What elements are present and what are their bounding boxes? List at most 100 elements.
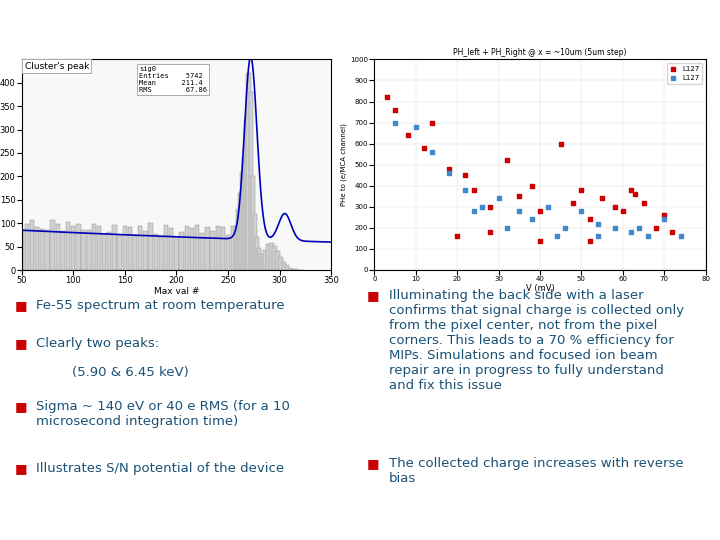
L127 xyxy=(468,207,480,215)
Text: 27: 27 xyxy=(675,516,698,534)
Bar xyxy=(200,233,204,270)
L127 xyxy=(526,181,537,190)
Bar xyxy=(257,247,261,270)
Bar xyxy=(112,225,117,270)
Text: ■: ■ xyxy=(14,462,27,475)
L127 xyxy=(593,219,604,228)
Bar xyxy=(220,227,225,270)
Bar xyxy=(215,226,220,270)
Bar xyxy=(189,228,194,270)
Bar xyxy=(153,234,158,270)
L127 xyxy=(390,118,401,127)
Bar xyxy=(96,226,102,270)
Bar xyxy=(253,214,257,270)
Text: Cluster's peak: Cluster's peak xyxy=(24,62,89,71)
L127 xyxy=(534,236,546,245)
L127 xyxy=(584,215,595,224)
Text: ■: ■ xyxy=(367,289,379,302)
Bar xyxy=(138,226,143,270)
Bar xyxy=(240,172,245,270)
L127 xyxy=(444,165,455,173)
L127 xyxy=(659,211,670,220)
L127 xyxy=(593,232,604,241)
Bar xyxy=(236,209,240,270)
L127 xyxy=(625,228,637,237)
Text: Sigma ~ 140 eV or 40 e RMS (for a 10
microsecond integration time): Sigma ~ 140 eV or 40 e RMS (for a 10 mic… xyxy=(36,400,290,428)
Bar xyxy=(263,251,267,270)
Bar xyxy=(122,226,127,270)
Bar xyxy=(231,226,235,270)
Bar xyxy=(71,226,76,270)
Bar xyxy=(143,231,148,270)
Bar xyxy=(210,231,215,270)
Text: (5.90 & 6.45 keV): (5.90 & 6.45 keV) xyxy=(72,366,189,379)
L127 xyxy=(451,232,463,241)
L127 xyxy=(629,190,641,199)
L127 xyxy=(642,232,654,241)
Bar xyxy=(148,223,153,270)
L127 xyxy=(485,202,496,211)
L127 xyxy=(576,207,588,215)
Text: Illustrates S/N potential of the device: Illustrates S/N potential of the device xyxy=(36,462,284,475)
Bar xyxy=(251,177,255,270)
L127 xyxy=(444,169,455,178)
Bar xyxy=(282,261,286,270)
Bar xyxy=(164,225,168,270)
L127 xyxy=(501,224,513,232)
Bar xyxy=(86,230,91,270)
Bar xyxy=(275,251,279,270)
L127 xyxy=(551,232,562,241)
Text: The collected charge increases with reverse
bias: The collected charge increases with reve… xyxy=(389,457,683,485)
L127 xyxy=(492,194,504,202)
L127 xyxy=(584,236,595,245)
Bar xyxy=(272,246,276,270)
Bar xyxy=(291,268,295,270)
L127 xyxy=(625,186,637,194)
Bar xyxy=(133,236,138,270)
L127 xyxy=(426,148,438,157)
L127 xyxy=(596,194,608,202)
L127 xyxy=(410,123,422,131)
Bar xyxy=(243,158,247,270)
Bar xyxy=(127,227,132,270)
L127 xyxy=(513,207,525,215)
Bar xyxy=(19,230,24,270)
Bar xyxy=(35,227,40,270)
L127 xyxy=(460,186,472,194)
Bar xyxy=(195,225,199,270)
Bar xyxy=(238,193,243,270)
Bar xyxy=(169,228,174,270)
Text: ■: ■ xyxy=(14,299,27,312)
L127 xyxy=(609,202,621,211)
L127 xyxy=(543,202,554,211)
Bar xyxy=(66,222,71,270)
Bar xyxy=(117,235,122,270)
Y-axis label: PHe to (e/MCA channel): PHe to (e/MCA channel) xyxy=(341,123,347,206)
Text: ■: ■ xyxy=(14,400,27,413)
Text: sig0
Entries    5742
Mean      211.4
RMS        67.86: sig0 Entries 5742 Mean 211.4 RMS 67.86 xyxy=(139,66,207,93)
Bar xyxy=(226,235,230,270)
Bar xyxy=(91,224,96,270)
L127 xyxy=(659,215,670,224)
L127 xyxy=(567,198,579,207)
Text: ■: ■ xyxy=(14,338,27,350)
L127 xyxy=(534,207,546,215)
L127 xyxy=(426,118,438,127)
Bar xyxy=(284,265,289,270)
Bar xyxy=(248,92,253,270)
Bar xyxy=(179,232,184,270)
L127 xyxy=(555,139,567,148)
L127 xyxy=(667,228,678,237)
Bar xyxy=(76,224,81,270)
Bar xyxy=(255,237,259,270)
Title: PH_left + PH_Right @ x = ~10um (5um step): PH_left + PH_Right @ x = ~10um (5um step… xyxy=(454,48,626,57)
Bar xyxy=(184,226,189,270)
L127 xyxy=(638,198,649,207)
Bar xyxy=(288,268,292,270)
L127 xyxy=(609,224,621,232)
L127 xyxy=(617,207,629,215)
Legend: L127, L127: L127, L127 xyxy=(667,63,702,84)
L127 xyxy=(526,215,537,224)
L127 xyxy=(485,228,496,237)
Bar xyxy=(244,120,248,270)
